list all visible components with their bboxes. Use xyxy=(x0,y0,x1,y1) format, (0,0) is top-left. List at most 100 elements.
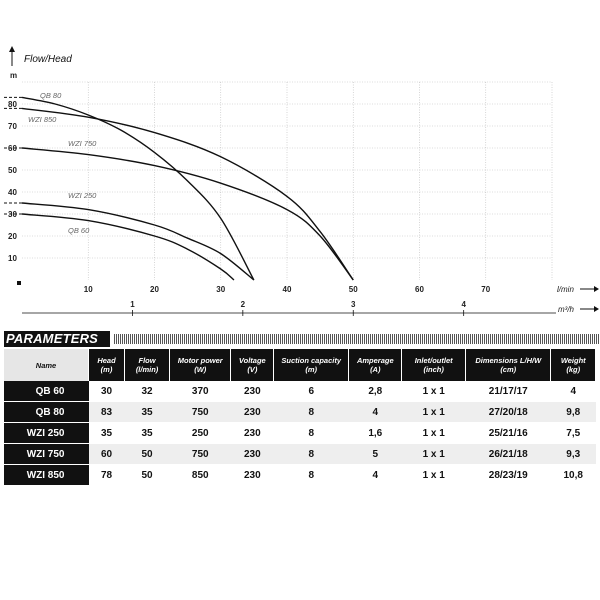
x-tick-label: 10 xyxy=(84,285,93,294)
y-tick-label: 80 xyxy=(8,100,17,109)
parameters-title: PARAMETERS xyxy=(4,331,110,347)
table-cell: 35 xyxy=(124,422,170,444)
series-line xyxy=(21,147,354,281)
table-cell: 28/23/19 xyxy=(465,464,551,486)
series-label: QB 80 xyxy=(40,91,62,100)
table-cell: 1 x 1 xyxy=(401,443,466,465)
table-row: QB 80 83 35 750 230 8 4 1 x 1 27/20/18 9,8 xyxy=(4,401,596,423)
table-cell: 6 xyxy=(273,381,349,402)
table-cell: 750 xyxy=(169,401,231,423)
origin-marker xyxy=(17,281,21,285)
column-header: Voltage (V) xyxy=(230,349,275,381)
table-row: WZI 250 35 35 250 230 8 1,6 1 x 1 25/21/16 7,5 xyxy=(4,422,596,444)
column-header: Inlet/outlet (inch) xyxy=(401,349,466,381)
x2-tick-label: 2 xyxy=(241,300,246,309)
table-cell: 1,6 xyxy=(348,422,402,444)
parameters-header: PARAMETERS xyxy=(4,331,600,347)
chart-curves xyxy=(4,96,354,281)
table-cell: 230 xyxy=(230,381,274,402)
table-cell: 1 x 1 xyxy=(401,422,466,444)
column-header: Flow (l/min) xyxy=(124,349,171,381)
model-name-cell: WZI 250 xyxy=(4,422,89,444)
y-tick-label: 10 xyxy=(8,254,17,263)
table-cell: 21/17/17 xyxy=(465,381,551,402)
parameters-hatch xyxy=(114,334,600,344)
series-label: WZI 750 xyxy=(68,139,97,148)
table-cell: 850 xyxy=(169,464,231,486)
table-cell: 9,8 xyxy=(550,401,596,423)
table-row: QB 60 30 32 370 230 6 2,8 1 x 1 21/17/17 4 xyxy=(4,381,596,402)
y-tick-label: 50 xyxy=(8,166,17,175)
column-header: Name xyxy=(4,349,89,381)
table-cell: 32 xyxy=(124,381,170,402)
model-name-cell: QB 80 xyxy=(4,401,89,423)
series-label: WZI 250 xyxy=(68,191,97,200)
table-cell: 83 xyxy=(88,401,125,423)
table-cell: 230 xyxy=(230,443,274,465)
table-cell: 230 xyxy=(230,422,274,444)
table-cell: 1 x 1 xyxy=(401,401,466,423)
parameters-body: QB 60 30 32 370 230 6 2,8 1 x 1 21/17/17 4 QB 80 83… xyxy=(4,381,596,486)
table-cell: 4 xyxy=(348,401,402,423)
table-cell: 370 xyxy=(169,381,231,402)
table-cell: 10,8 xyxy=(550,464,596,486)
series-line xyxy=(21,96,255,281)
table-cell: 1 x 1 xyxy=(401,381,466,402)
series-line xyxy=(21,107,354,281)
table-cell: 50 xyxy=(124,443,170,465)
table-cell: 8 xyxy=(273,422,349,444)
table-cell: 27/20/18 xyxy=(465,401,551,423)
series-label: WZI 850 xyxy=(28,115,57,124)
y-unit-label: m xyxy=(10,71,17,80)
table-cell: 250 xyxy=(169,422,231,444)
table-cell: 25/21/16 xyxy=(465,422,551,444)
column-header: Weight (kg) xyxy=(550,349,596,381)
table-cell: 8 xyxy=(273,464,349,486)
x-tick-label: 60 xyxy=(415,285,424,294)
table-cell: 8 xyxy=(273,443,349,465)
model-name-cell: WZI 850 xyxy=(4,464,89,486)
table-cell: 78 xyxy=(88,464,125,486)
table-cell: 750 xyxy=(169,443,231,465)
table-cell: 2,8 xyxy=(348,381,402,402)
chart-title: Flow/Head xyxy=(24,54,72,65)
table-cell: 5 xyxy=(348,443,402,465)
series-label: QB 60 xyxy=(68,226,90,235)
x2-tick-label: 4 xyxy=(461,300,466,309)
parameters-table: Name Head (m) Flow (l/min) Motor power (W) V… xyxy=(4,349,596,486)
column-header: Amperage (A) xyxy=(348,349,403,381)
column-header: Head (m) xyxy=(88,349,125,381)
model-name-cell: QB 60 xyxy=(4,381,89,402)
table-cell: 35 xyxy=(124,401,170,423)
table-cell: 35 xyxy=(88,422,125,444)
x-tick-label: 20 xyxy=(150,285,159,294)
table-row: WZI 850 78 50 850 230 8 4 1 x 1 28/23/19 10,8 xyxy=(4,464,596,486)
table-cell: 26/21/18 xyxy=(465,443,551,465)
chart-labels: 10 20 30 40 50 60 70 80 10 20 30 40 50 60 70 l/min 1 2 3 4 m… xyxy=(8,91,575,314)
table-cell: 4 xyxy=(348,464,402,486)
x2-unit-label: m³/h xyxy=(558,305,575,314)
x-tick-label: 40 xyxy=(283,285,292,294)
y-tick-label: 30 xyxy=(8,210,17,219)
chart-axes: Flow/Head m xyxy=(9,46,599,316)
y-tick-label: 20 xyxy=(8,232,17,241)
y-tick-label: 40 xyxy=(8,188,17,197)
y-axis-arrowhead xyxy=(9,46,15,52)
table-row: WZI 750 60 50 750 230 8 5 1 x 1 26/21/18 9,3 xyxy=(4,443,596,465)
series-line xyxy=(21,202,255,281)
table-cell: 9,3 xyxy=(550,443,596,465)
x-unit-label: l/min xyxy=(557,285,574,294)
y-tick-label: 60 xyxy=(8,144,17,153)
table-cell: 7,5 xyxy=(550,422,596,444)
series-line xyxy=(21,213,235,281)
model-name-cell: WZI 750 xyxy=(4,443,89,465)
x-tick-label: 50 xyxy=(349,285,358,294)
table-cell: 230 xyxy=(230,464,274,486)
x-tick-label: 30 xyxy=(216,285,225,294)
x-tick-label: 70 xyxy=(481,285,490,294)
y-tick-label: 70 xyxy=(8,122,17,131)
table-cell: 8 xyxy=(273,401,349,423)
parameters-header-row: Name Head (m) Flow (l/min) Motor power (W) V… xyxy=(4,349,596,381)
chart-grid xyxy=(22,81,553,280)
table-cell: 1 x 1 xyxy=(401,464,466,486)
